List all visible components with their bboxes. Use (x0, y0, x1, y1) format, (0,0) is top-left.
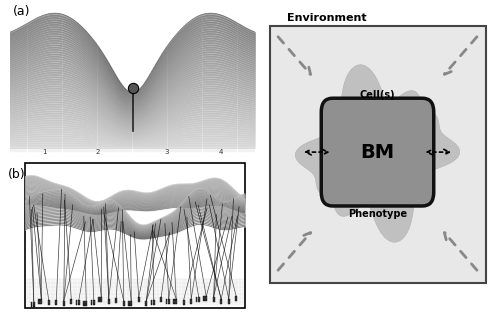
Bar (70, 299, 72, 304)
Bar (206, 296, 207, 301)
Bar (130, 301, 132, 306)
Text: Phenotype: Phenotype (348, 209, 407, 219)
Text: 3: 3 (164, 149, 169, 155)
Bar (196, 297, 198, 302)
Text: (a): (a) (12, 5, 30, 18)
Bar (166, 299, 168, 304)
Bar (228, 299, 230, 304)
Bar (128, 301, 130, 306)
Bar (38, 299, 40, 304)
Bar (138, 297, 140, 302)
Bar (146, 301, 147, 306)
Bar (90, 300, 92, 305)
Text: Environment: Environment (288, 13, 367, 23)
Bar (40, 299, 42, 304)
Bar (78, 300, 80, 306)
Bar (76, 300, 78, 306)
Bar (56, 300, 57, 306)
Bar (100, 297, 102, 302)
Text: 1: 1 (42, 149, 46, 155)
Point (128, 85, 136, 90)
Bar (98, 297, 100, 302)
Bar (123, 301, 124, 306)
Bar (203, 296, 205, 301)
Bar (190, 299, 192, 304)
Bar (33, 301, 34, 306)
Bar (83, 301, 85, 306)
Text: BM: BM (360, 143, 394, 162)
Text: (b): (b) (8, 168, 25, 181)
Text: 2: 2 (96, 149, 100, 155)
Bar (160, 297, 162, 302)
Bar (153, 300, 154, 305)
Bar (93, 300, 94, 305)
Bar (183, 300, 184, 305)
Bar (198, 297, 200, 302)
FancyBboxPatch shape (321, 98, 434, 206)
Text: Cell(s): Cell(s) (360, 90, 396, 100)
Bar (173, 299, 175, 304)
Bar (236, 296, 237, 301)
Bar (108, 299, 110, 304)
Bar (116, 298, 117, 303)
Bar (168, 299, 170, 304)
Polygon shape (295, 65, 460, 242)
Bar (176, 299, 177, 304)
Bar (86, 301, 87, 306)
Bar (213, 297, 214, 302)
Bar (63, 301, 64, 306)
Bar (150, 300, 152, 305)
Text: 4: 4 (218, 149, 223, 155)
Bar (220, 299, 222, 304)
Bar (30, 301, 32, 306)
Bar (48, 300, 50, 305)
